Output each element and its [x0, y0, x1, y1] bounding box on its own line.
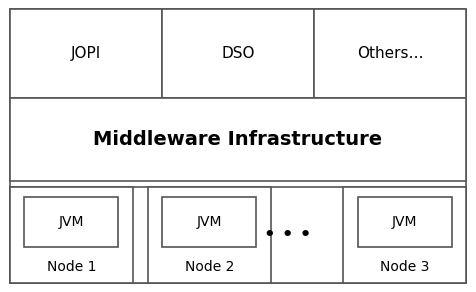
- Text: JOPI: JOPI: [70, 46, 101, 61]
- Bar: [162, 197, 257, 247]
- Bar: [10, 187, 133, 283]
- Bar: [10, 9, 162, 98]
- Text: JVM: JVM: [197, 215, 222, 229]
- Bar: [24, 197, 119, 247]
- Text: Node 2: Node 2: [185, 260, 234, 274]
- Bar: [10, 187, 466, 283]
- Bar: [148, 187, 271, 283]
- Text: DSO: DSO: [221, 46, 255, 61]
- Text: Node 1: Node 1: [47, 260, 96, 274]
- Text: JVM: JVM: [392, 215, 417, 229]
- Bar: [10, 98, 466, 181]
- Bar: [162, 9, 314, 98]
- Text: Middleware Infrastructure: Middleware Infrastructure: [93, 130, 383, 149]
- Text: Others…: Others…: [357, 46, 424, 61]
- Text: • • •: • • •: [264, 226, 312, 244]
- Bar: [314, 9, 466, 98]
- Text: Node 3: Node 3: [380, 260, 429, 274]
- Text: JVM: JVM: [59, 215, 84, 229]
- Bar: [343, 187, 466, 283]
- Bar: [357, 197, 452, 247]
